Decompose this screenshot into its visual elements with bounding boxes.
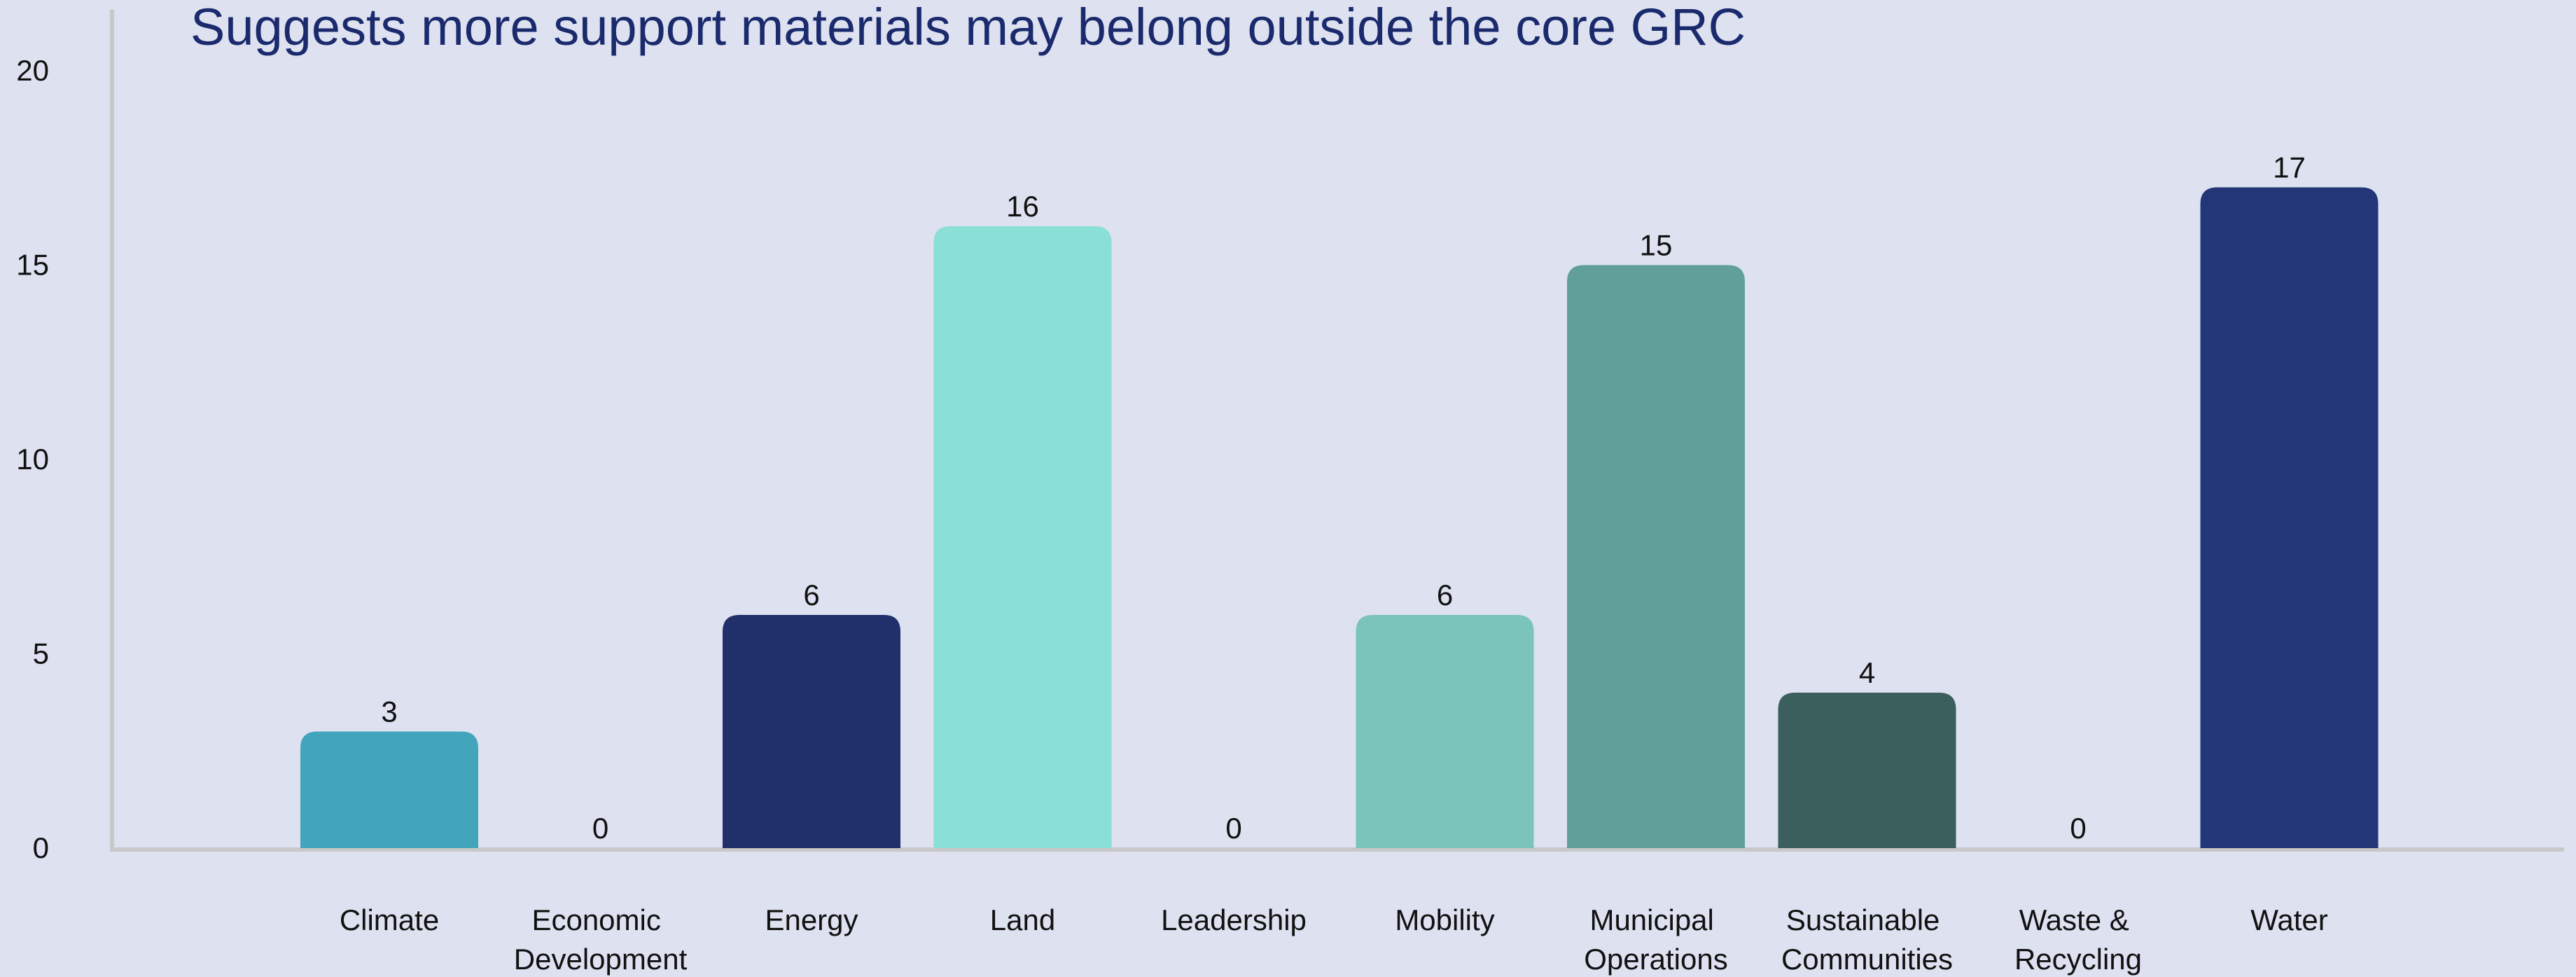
x-tick-label: Mobility	[1395, 903, 1494, 936]
value-label: 6	[1437, 578, 1453, 611]
x-tick-label-line: Sustainable	[1786, 903, 1948, 936]
bar	[933, 226, 1112, 848]
bar	[300, 731, 478, 848]
y-tick-label: 10	[16, 443, 49, 476]
x-tick-label-line: Development	[514, 943, 688, 976]
bar	[1356, 615, 1534, 848]
x-tick-label: Climate	[340, 903, 439, 936]
value-label: 4	[1859, 656, 1875, 689]
x-tick-label-line: Recycling	[2014, 943, 2142, 976]
x-tick-label: Leadership	[1161, 903, 1307, 936]
x-tick-label: Energy	[765, 903, 858, 936]
chart-title: Suggests more support materials may belo…	[190, 0, 1746, 56]
value-label: 3	[381, 695, 397, 728]
y-tick-label: 0	[33, 831, 49, 864]
x-tick-label-line: Municipal	[1589, 903, 1722, 936]
bar	[723, 615, 900, 848]
x-tick-label-line: Communities	[1781, 943, 1953, 976]
x-tick-label: Land	[990, 903, 1055, 936]
x-tick-label: Economic Development	[514, 903, 688, 976]
value-label: 15	[1640, 229, 1673, 262]
x-tick-label: Water	[2250, 903, 2327, 936]
bar	[1567, 265, 1745, 848]
value-label: 16	[1006, 190, 1039, 223]
y-tick-label: 5	[33, 637, 49, 670]
x-tick-label: Sustainable Communities	[1781, 903, 1953, 976]
y-tick-label: 20	[16, 54, 49, 87]
y-tick-label: 15	[16, 249, 49, 282]
x-tick-label: Waste & Recycling	[2014, 903, 2142, 976]
value-label: 0	[2070, 812, 2086, 845]
bar	[2200, 187, 2379, 848]
value-label: 6	[803, 578, 819, 611]
x-tick-label-line: Operations	[1584, 943, 1727, 976]
value-label: 0	[592, 812, 608, 845]
x-tick-label-line: Waste &	[2019, 903, 2138, 936]
x-tick-label-line: Economic	[531, 903, 669, 936]
x-tick-label: Municipal Operations	[1584, 903, 1727, 976]
value-label: 17	[2273, 151, 2306, 184]
bar	[1778, 693, 1956, 848]
value-label: 0	[1225, 812, 1241, 845]
